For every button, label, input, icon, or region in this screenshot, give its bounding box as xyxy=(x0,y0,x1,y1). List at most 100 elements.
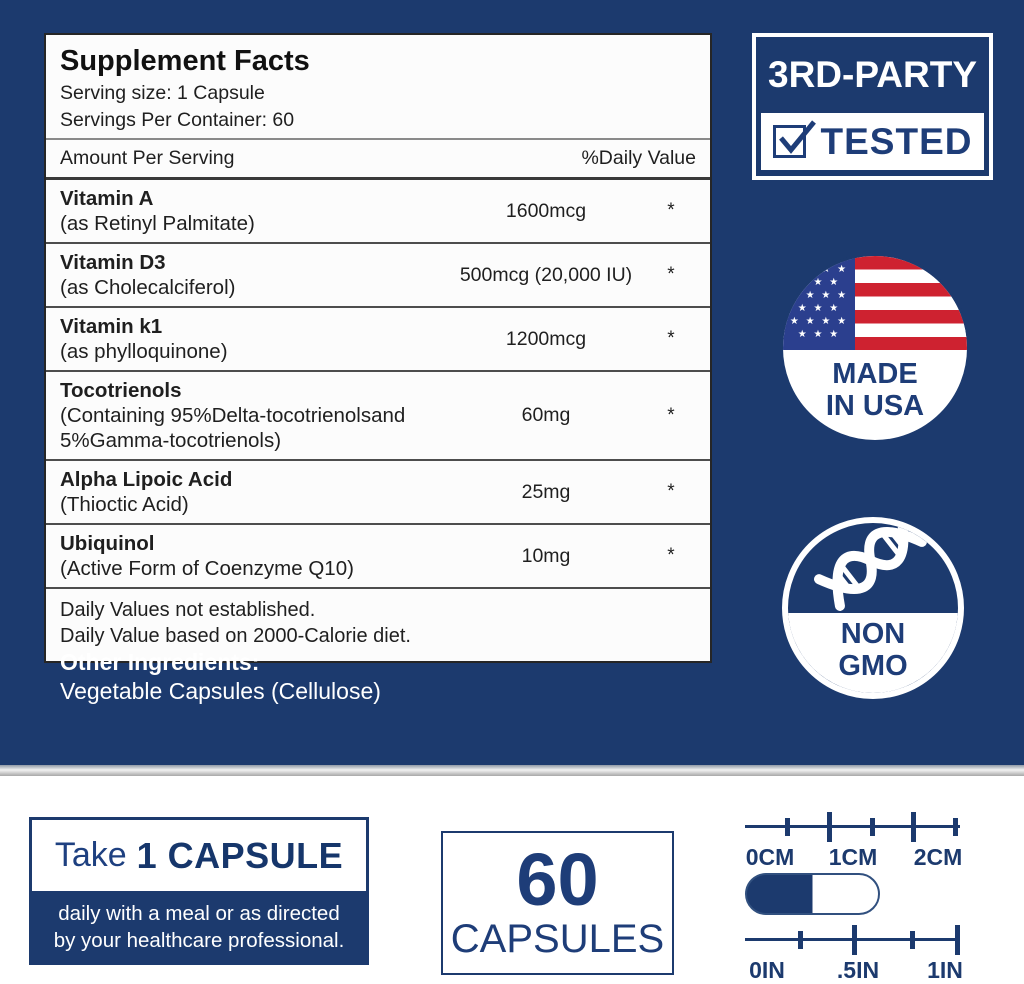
nutrient-daily-value: * xyxy=(667,481,675,502)
capsule-count-unit: CAPSULES xyxy=(450,917,665,961)
dosage-box: Take 1 CAPSULE daily with a meal or as d… xyxy=(29,817,369,965)
ruler-tick xyxy=(827,812,832,842)
column-amount-per-serving: Amount Per Serving xyxy=(60,147,235,169)
directions-line: daily with a meal or as directed xyxy=(58,901,340,925)
nutrient-amount: 1600mcg xyxy=(505,199,587,222)
flag-canton-stars: ★ ★ ★ ★ ★ ★ ★ ★ ★ ★ ★ ★ ★ ★ ★ ★ ★ ★ ★ ★ … xyxy=(783,256,855,350)
star-row: ★ ★ ★ xyxy=(797,303,841,314)
ruler-label: 2CM xyxy=(913,844,963,870)
checkbox-check-icon xyxy=(772,120,816,158)
nutrient-name: Tocotrienols xyxy=(60,379,182,402)
star-row: ★ ★ ★ ★ xyxy=(789,264,849,275)
nutrient-daily-value: * xyxy=(667,404,675,426)
non-gmo-text: NON GMO xyxy=(788,613,958,693)
ruler-tick xyxy=(910,931,915,949)
nutrient-detail: (Containing 95%Delta-tocotrienolsand xyxy=(60,404,406,427)
directions-line: by your healthcare professional. xyxy=(53,928,345,952)
metallic-divider-bar xyxy=(0,765,1024,776)
nutrient-row: Vitamin A (as Retinyl Palmitate) 1600mcg… xyxy=(46,180,710,244)
third-party-title: 3RD-PARTY xyxy=(768,54,977,95)
ruler-tick xyxy=(798,931,803,949)
nutrient-name-block: Vitamin A (as Retinyl Palmitate) xyxy=(60,184,446,238)
non-text: NON xyxy=(840,618,906,650)
nutrient-name-block: Tocotrienols (Containing 95%Delta-tocotr… xyxy=(60,376,446,455)
star-row: ★ ★ ★ ★ xyxy=(789,316,849,327)
capsule-icon xyxy=(745,873,880,915)
other-ingredients: Other Ingredients: Vegetable Capsules (C… xyxy=(60,648,381,706)
ruler-label: 1IN xyxy=(927,957,963,983)
ruler-tick xyxy=(911,812,916,842)
nutrient-detail: (Thioctic Acid) xyxy=(60,493,189,516)
flag-stripes xyxy=(855,256,967,350)
nutrient-daily-value: * xyxy=(667,328,675,349)
inch-ruler-labels: 0IN .5IN 1IN xyxy=(745,957,963,983)
tested-text: TESTED xyxy=(820,120,973,162)
nutrient-detail: (as phylloquinone) xyxy=(60,340,228,363)
take-text: Take xyxy=(54,836,127,874)
footnote-line: Daily Value based on 2000-Calorie diet. xyxy=(60,625,411,647)
tested-box: TESTED xyxy=(761,113,984,170)
nutrient-amount: 25mg xyxy=(521,480,571,503)
cm-ruler-labels: 0CM 1CM 2CM xyxy=(745,844,963,870)
dosage-headline: Take 1 CAPSULE xyxy=(32,820,366,891)
nutrient-daily-value: * xyxy=(667,200,675,221)
ruler-label: .5IN xyxy=(836,957,880,983)
size-reference: 0CM 1CM 2CM 0IN .5IN 1IN xyxy=(745,810,963,983)
star-row: ★ ★ ★ ★ xyxy=(789,290,849,301)
us-flag-icon: ★ ★ ★ ★ ★ ★ ★ ★ ★ ★ ★ ★ ★ ★ ★ ★ ★ ★ ★ ★ … xyxy=(783,256,967,350)
nutrient-detail-line2: 5%Gamma-tocotrienols) xyxy=(60,429,282,452)
nutrient-amount: 500mcg (20,000 IU) xyxy=(459,263,633,286)
nutrient-amount: 60mg xyxy=(521,404,571,426)
ruler-tick xyxy=(955,925,960,955)
nutrient-amount: 10mg xyxy=(521,544,571,567)
made-in-usa-text: MADE IN USA xyxy=(783,358,967,422)
nutrient-detail: (as Retinyl Palmitate) xyxy=(60,212,255,235)
nutrient-name: Alpha Lipoic Acid xyxy=(60,468,233,491)
footnote-line: Daily Values not established. xyxy=(60,599,316,621)
other-ingredients-label: Other Ingredients: xyxy=(60,649,260,675)
thin-rule xyxy=(46,138,710,140)
column-daily-value: %Daily Value xyxy=(581,147,696,169)
nutrient-daily-value: * xyxy=(667,264,675,285)
nutrient-name-block: Alpha Lipoic Acid (Thioctic Acid) xyxy=(60,465,446,519)
column-header-row: Amount Per Serving %Daily Value xyxy=(46,140,710,180)
capsule-count-number: 60 xyxy=(516,838,599,921)
footnotes: Daily Values not established. Daily Valu… xyxy=(46,589,710,661)
dosage-directions: daily with a meal or as directed by your… xyxy=(32,891,366,962)
gmo-text: GMO xyxy=(838,650,908,682)
ruler-label: 1CM xyxy=(828,844,878,870)
dna-icon xyxy=(803,523,941,627)
nutrient-detail: (as Cholecalciferol) xyxy=(60,276,236,299)
nutrient-row: Ubiquinol (Active Form of Coenzyme Q10) … xyxy=(46,525,710,589)
inch-ruler-icon xyxy=(745,923,960,957)
panel-title: Supplement Facts xyxy=(60,45,310,77)
nutrient-name-block: Vitamin D3 (as Cholecalciferol) xyxy=(60,248,446,302)
supplement-facts-header: Supplement Facts Serving size: 1 Capsule… xyxy=(46,35,710,138)
nutrient-name: Vitamin k1 xyxy=(60,315,163,338)
servings-per-container-text: Servings Per Container: 60 xyxy=(60,109,295,131)
nutrient-row: Vitamin D3 (as Cholecalciferol) 500mcg (… xyxy=(46,244,710,308)
ruler-tick xyxy=(870,818,875,836)
nutrient-name-block: Vitamin k1 (as phylloquinone) xyxy=(60,312,446,366)
nutrient-row: Alpha Lipoic Acid (Thioctic Acid) 25mg * xyxy=(46,461,710,525)
nutrient-name-block: Ubiquinol (Active Form of Coenzyme Q10) xyxy=(60,529,446,583)
nutrient-name: Vitamin A xyxy=(60,187,154,210)
ruler-line xyxy=(745,825,960,828)
made-in-usa-badge: ★ ★ ★ ★ ★ ★ ★ ★ ★ ★ ★ ★ ★ ★ ★ ★ ★ ★ ★ ★ … xyxy=(780,253,970,443)
in-usa-text: IN USA xyxy=(825,390,925,422)
nutrient-name: Vitamin D3 xyxy=(60,251,166,274)
nutrient-name: Ubiquinol xyxy=(60,532,155,555)
ruler-label: 0IN xyxy=(749,957,785,983)
nutrient-row: Vitamin k1 (as phylloquinone) 1200mcg * xyxy=(46,308,710,372)
ruler-label: 0CM xyxy=(745,844,795,870)
nutrient-row: Tocotrienols (Containing 95%Delta-tocotr… xyxy=(46,372,710,461)
star-row: ★ ★ ★ xyxy=(797,277,841,288)
capsule-count-box: 60 CAPSULES xyxy=(441,831,674,975)
ruler-tick xyxy=(852,925,857,955)
serving-size-text: Serving size: 1 Capsule xyxy=(60,82,265,104)
nutrient-detail: (Active Form of Coenzyme Q10) xyxy=(60,557,354,580)
nutrient-daily-value: * xyxy=(667,545,675,566)
one-capsule-text: 1 CAPSULE xyxy=(136,834,344,876)
non-gmo-badge: NON GMO xyxy=(782,517,964,699)
ruler-tick xyxy=(953,818,958,836)
